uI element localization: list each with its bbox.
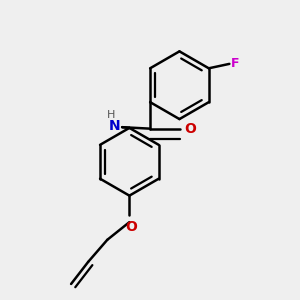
Text: O: O	[125, 220, 137, 234]
Text: N: N	[109, 119, 121, 133]
Text: H: H	[106, 110, 115, 120]
Text: F: F	[231, 57, 239, 70]
Text: O: O	[184, 122, 196, 136]
